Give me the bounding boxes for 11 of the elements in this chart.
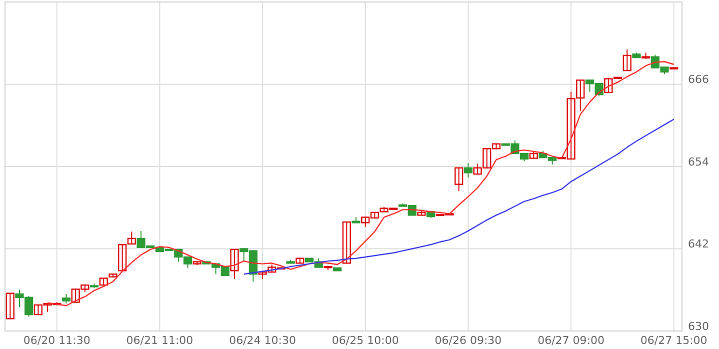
x-tick-label: 06/26 09:30 [434, 334, 502, 347]
x-tick-label: 06/24 10:30 [229, 334, 296, 347]
x-tick-label: 06/27 09:00 [538, 334, 604, 347]
x-tick-label: 06/25 10:00 [332, 334, 399, 347]
x-tick-label: 06/21 11:00 [126, 334, 194, 347]
y-tick-label: 666 [688, 73, 709, 86]
y-tick-label: 630 [688, 320, 709, 333]
x-tick-label: 06/20 11:30 [23, 334, 90, 347]
y-tick-label: 642 [688, 238, 709, 251]
y-tick-label: 654 [688, 155, 709, 168]
x-tick-label: 06/27 15:00 [640, 334, 708, 347]
